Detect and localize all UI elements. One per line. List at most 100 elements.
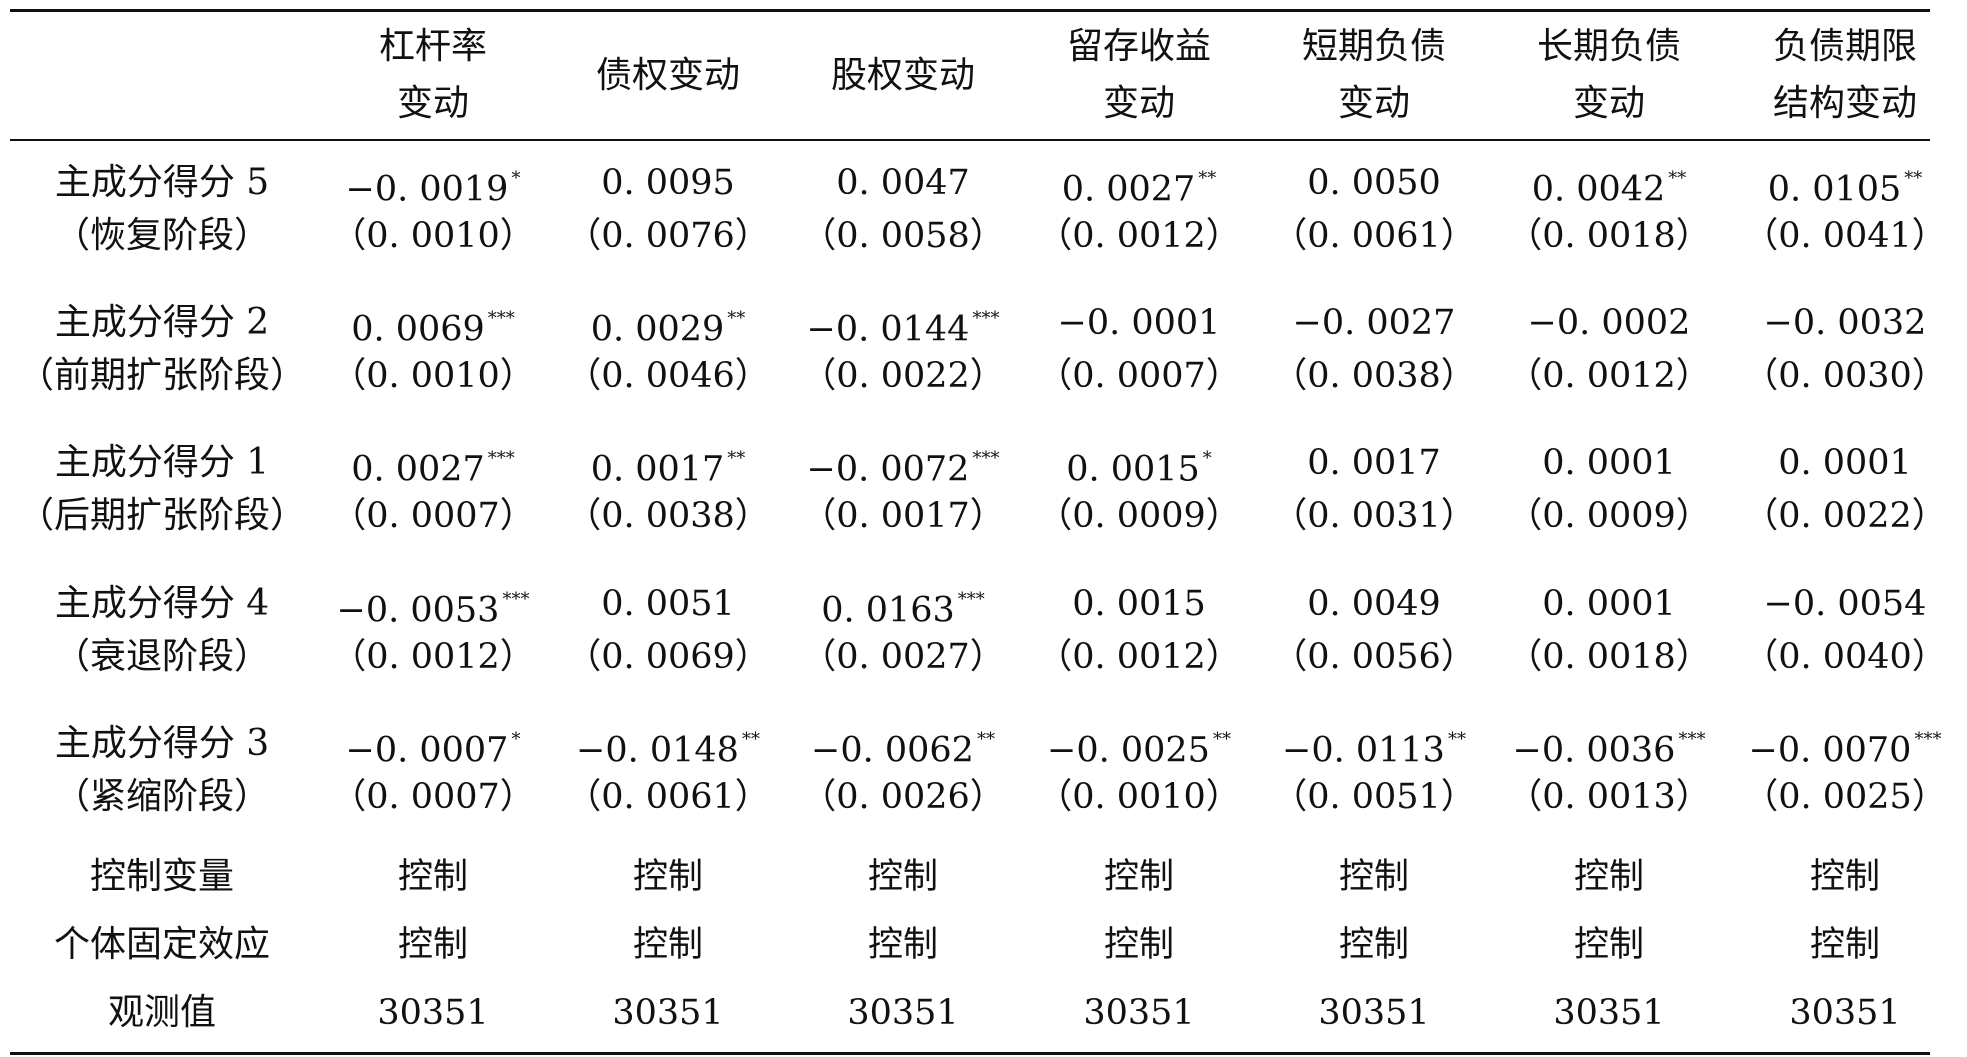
significance-stars: ** xyxy=(1212,729,1231,750)
column-header: 股权变动 xyxy=(788,47,1018,104)
bottom-rule xyxy=(10,1052,1930,1055)
row-label: 主成分得分 5 xyxy=(54,162,270,203)
footer-value: 控制 xyxy=(397,857,468,897)
std-error-cell: （0. 0056） xyxy=(1272,637,1476,677)
footer-value: 30351 xyxy=(1553,993,1665,1033)
std-error-cell: （0. 0007） xyxy=(331,777,535,817)
std-error-cell: （0. 0018） xyxy=(1507,637,1711,677)
coef-value: 0. 0069 xyxy=(351,309,485,350)
std-error-cell: （0. 0012） xyxy=(1037,216,1241,256)
std-error-cell: （0. 0061） xyxy=(1272,216,1476,256)
footer-value: 控制 xyxy=(1573,857,1644,897)
coef-cell: −0. 0027 xyxy=(1259,303,1489,343)
footer-value: 控制 xyxy=(632,857,703,897)
std-error-cell: （0. 0010） xyxy=(331,216,535,256)
row-label-phase: （恢复阶段） xyxy=(53,215,270,256)
footer-value: 控制 xyxy=(397,925,468,965)
coef-cell: 0. 0027 *** xyxy=(318,443,548,490)
footer-value: 控制 xyxy=(1809,925,1880,965)
std-error-cell: （0. 0007） xyxy=(1037,356,1241,396)
footer-value: 30351 xyxy=(1083,993,1195,1033)
std-error-cell: （0. 0076） xyxy=(566,216,770,256)
significance-stars: ** xyxy=(741,729,760,750)
significance-stars: ** xyxy=(1198,168,1217,189)
coef-cell: −0. 0001 xyxy=(1024,303,1254,343)
std-error-cell: （0. 0018） xyxy=(1507,216,1711,256)
significance-stars: ** xyxy=(1447,729,1466,750)
coef-cell: −0. 0113 ** xyxy=(1259,724,1489,771)
footer-value: 控制 xyxy=(1809,857,1880,897)
coef-value: −0. 0144 xyxy=(806,309,970,350)
coef-value: −0. 0148 xyxy=(576,730,739,771)
coef-cell: 0. 0001 xyxy=(1494,443,1724,483)
footer-value: 控制 xyxy=(1573,925,1644,965)
column-header: 留存收益 变动 xyxy=(1024,18,1254,132)
coef-value: 0. 0049 xyxy=(1307,584,1441,624)
coef-value: −0. 0007 xyxy=(345,730,509,771)
row-label-phase: （前期扩张阶段） xyxy=(17,355,306,396)
coef-value: 0. 0050 xyxy=(1307,163,1441,203)
row-label: 主成分得分 4 xyxy=(54,583,270,624)
coef-value: −0. 0054 xyxy=(1763,584,1927,624)
coef-value: −0. 0025 xyxy=(1047,730,1210,771)
significance-stars: * xyxy=(511,729,521,750)
row-label-phase: （衰退阶段） xyxy=(53,636,270,677)
std-error-cell: （0. 0009） xyxy=(1507,496,1711,536)
significance-stars: ** xyxy=(1668,168,1687,189)
coef-cell: 0. 0163 *** xyxy=(788,584,1018,631)
significance-stars: *** xyxy=(502,589,530,610)
coef-value: 0. 0105 xyxy=(1767,169,1902,210)
footer-value: 30351 xyxy=(612,993,724,1033)
footer-label: 个体固定效应 xyxy=(53,924,270,965)
std-error-cell: （0. 0010） xyxy=(1037,777,1241,817)
column-header-line: 长期负债 xyxy=(1536,26,1681,67)
significance-stars: *** xyxy=(972,448,1000,469)
coef-value: 0. 0015 xyxy=(1066,449,1200,490)
coef-cell: 0. 0027 ** xyxy=(1024,163,1254,210)
coef-cell: 0. 0095 xyxy=(553,163,783,203)
footer-label: 观测值 xyxy=(107,992,216,1033)
significance-stars: ** xyxy=(1904,168,1923,189)
coef-cell: 0. 0029 ** xyxy=(553,303,783,350)
coef-cell: −0. 0062 ** xyxy=(788,724,1018,771)
coef-value: −0. 0002 xyxy=(1527,303,1691,343)
column-header-line: 留存收益 xyxy=(1066,26,1211,67)
std-error-cell: （0. 0022） xyxy=(801,356,1005,396)
column-header: 长期负债 变动 xyxy=(1494,18,1724,132)
coef-cell: −0. 0053 *** xyxy=(318,584,548,631)
significance-stars: * xyxy=(511,168,521,189)
coef-value: 0. 0163 xyxy=(821,590,955,631)
coef-cell: 0. 0001 xyxy=(1494,584,1724,624)
significance-stars: ** xyxy=(976,729,995,750)
coef-value: 0. 0029 xyxy=(590,309,725,350)
footer-value: 30351 xyxy=(1318,993,1430,1033)
column-header-line: 债权变动 xyxy=(595,54,740,96)
std-error-cell: （0. 0009） xyxy=(1037,496,1241,536)
column-header-line: 负债期限 xyxy=(1772,26,1917,67)
coef-cell: 0. 0069 *** xyxy=(318,303,548,350)
coef-value: −0. 0072 xyxy=(806,449,970,490)
row-label: 主成分得分 1 xyxy=(54,442,270,483)
column-header-line: 结构变动 xyxy=(1772,83,1917,124)
std-error-cell: （0. 0022） xyxy=(1743,496,1947,536)
coef-value: 0. 0017 xyxy=(590,449,725,490)
column-header-line: 变动 xyxy=(1102,83,1175,124)
row-label-phase: （紧缩阶段） xyxy=(53,776,270,817)
std-error-cell: （0. 0012） xyxy=(331,637,535,677)
std-error-cell: （0. 0040） xyxy=(1743,637,1947,677)
significance-stars: *** xyxy=(957,589,985,610)
column-header-line: 股权变动 xyxy=(830,54,975,96)
coef-cell: 0. 0015 * xyxy=(1024,443,1254,490)
coef-cell: 0. 0050 xyxy=(1259,163,1489,203)
coef-value: −0. 0019 xyxy=(345,169,509,210)
coef-value: −0. 0062 xyxy=(811,730,974,771)
coef-cell: −0. 0036 *** xyxy=(1494,724,1724,771)
column-header-line: 变动 xyxy=(396,83,469,124)
coef-cell: 0. 0017 ** xyxy=(553,443,783,490)
coef-cell: −0. 0002 xyxy=(1494,303,1724,343)
coef-value: −0. 0032 xyxy=(1763,303,1927,343)
footer-value: 30351 xyxy=(1789,993,1901,1033)
footer-label: 控制变量 xyxy=(89,856,234,897)
std-error-cell: （0. 0025） xyxy=(1743,777,1947,817)
std-error-cell: （0. 0007） xyxy=(331,496,535,536)
